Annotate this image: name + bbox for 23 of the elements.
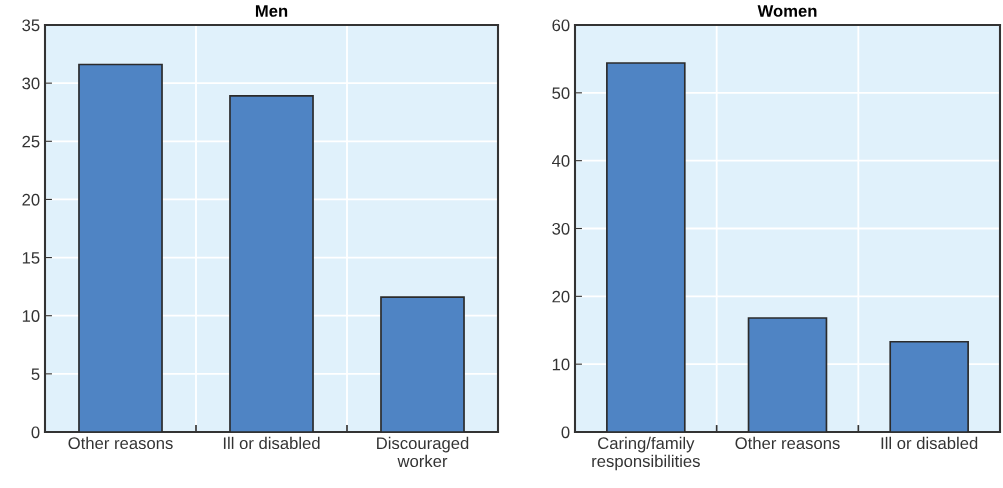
y-tick-label: 20: [22, 193, 40, 206]
y-tick-label: 0: [561, 426, 570, 439]
chart-title: Women: [757, 5, 817, 17]
y-tick-label: 15: [22, 252, 40, 264]
x-tick-label: Ill or disabled: [223, 436, 320, 450]
y-tick-label: 10: [22, 310, 40, 322]
y-tick-label: 30: [22, 77, 40, 90]
y-tick-label: 50: [552, 87, 570, 100]
y-tick-label: 30: [552, 222, 570, 235]
x-tick-label: Other reasons: [68, 436, 173, 450]
y-tick-label: 40: [551, 155, 570, 167]
x-tick-label: Other reasons: [735, 436, 840, 450]
y-tick-label: 5: [31, 368, 40, 381]
x-tick-label: Discouraged worker: [377, 436, 469, 468]
chart-title: Men: [255, 5, 288, 17]
x-tick-label: Caring/family responsibilities: [592, 436, 700, 471]
y-tick-label: 60: [552, 19, 570, 32]
y-tick-label: 10: [552, 358, 570, 371]
y-tick-label: 0: [31, 426, 40, 439]
y-tick-label: 20: [552, 290, 570, 303]
y-tick-label: 35: [22, 19, 40, 32]
x-tick-label: Ill or disabled: [881, 436, 978, 450]
y-tick-label: 25: [22, 135, 40, 148]
